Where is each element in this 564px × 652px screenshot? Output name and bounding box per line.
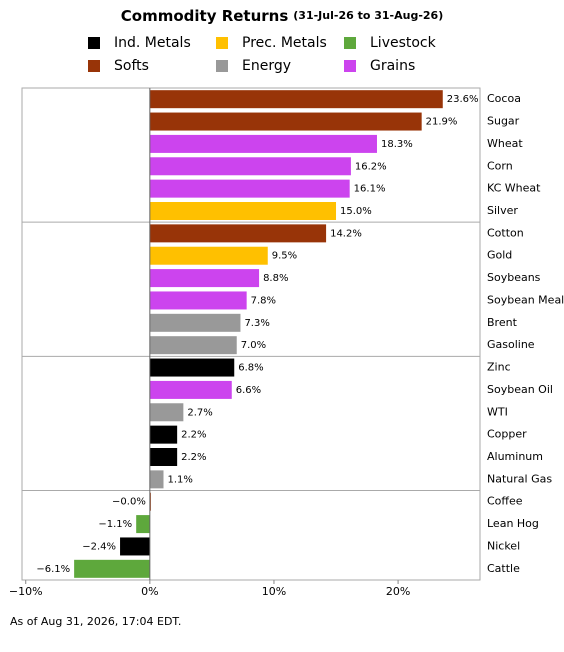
value-label: 7.0% — [241, 340, 266, 351]
bar — [149, 291, 247, 310]
bar — [149, 246, 268, 265]
value-label: 9.5% — [272, 251, 297, 262]
category-label: Brent — [487, 316, 518, 329]
x-tick-label: −10% — [9, 585, 43, 598]
bar — [149, 224, 327, 243]
legend-swatch — [344, 60, 356, 72]
category-label: KC Wheat — [487, 182, 541, 195]
category-label: Silver — [487, 204, 518, 217]
legend-label: Grains — [370, 58, 415, 74]
bar — [149, 202, 337, 220]
legend-label: Ind. Metals — [114, 35, 191, 51]
category-label: Corn — [487, 159, 513, 172]
category-label: Aluminum — [487, 450, 543, 463]
x-tick-label: 20% — [386, 585, 410, 598]
legend-label: Livestock — [370, 35, 437, 51]
bar — [149, 179, 350, 198]
value-label: 18.3% — [381, 139, 413, 150]
bar — [149, 90, 443, 109]
value-label: 23.6% — [447, 94, 479, 105]
subtitle: (31-Jul-26 to 31-Aug-26) — [293, 9, 443, 22]
legend-label: Energy — [242, 58, 291, 74]
bar — [136, 515, 150, 534]
value-label: 16.2% — [355, 161, 387, 172]
value-label: 14.2% — [330, 228, 362, 239]
value-label: 7.3% — [244, 318, 269, 329]
bar — [149, 134, 377, 153]
value-label: 21.9% — [426, 117, 458, 128]
category-label: Natural Gas — [487, 472, 552, 485]
category-label: Soybean Oil — [487, 383, 553, 396]
value-label: 2.2% — [181, 452, 206, 463]
bar — [149, 112, 422, 131]
value-label: −0.0% — [112, 497, 146, 508]
x-tick-label: 0% — [141, 585, 158, 598]
value-label: 1.1% — [167, 474, 192, 485]
category-label: Lean Hog — [487, 517, 539, 530]
category-label: Cocoa — [487, 92, 521, 105]
category-label: WTI — [487, 405, 508, 418]
category-label: Cotton — [487, 226, 524, 239]
category-label: Soybean Meal — [487, 293, 564, 306]
value-label: 6.6% — [236, 385, 261, 396]
footnote: As of Aug 31, 2026, 17:04 EDT. — [10, 615, 181, 628]
bar — [149, 157, 351, 176]
value-label: 2.7% — [187, 407, 212, 418]
bar — [149, 336, 237, 355]
legend-label: Softs — [114, 58, 149, 74]
legend-swatch — [216, 60, 228, 72]
bar — [74, 559, 150, 578]
category-label: Soybeans — [487, 271, 541, 284]
chart-title: Commodity Returns (31-Jul-26 to 31-Aug-26… — [121, 7, 443, 25]
category-label: Copper — [487, 428, 527, 441]
category-label: Cattle — [487, 562, 520, 575]
bar — [149, 313, 241, 332]
category-label: Sugar — [487, 115, 520, 128]
bar — [149, 269, 260, 288]
legend-label: Prec. Metals — [242, 35, 327, 51]
legend-swatch — [216, 37, 228, 49]
category-label: Coffee — [487, 495, 523, 508]
legend-swatch — [88, 60, 100, 72]
value-label: 15.0% — [340, 206, 372, 217]
value-label: 6.8% — [238, 363, 263, 374]
category-label: Gasoline — [487, 338, 535, 351]
x-tick-label: 10% — [262, 585, 286, 598]
value-label: 8.8% — [263, 273, 288, 284]
legend-swatch — [88, 37, 100, 49]
value-label: 16.1% — [354, 184, 386, 195]
bar — [149, 470, 164, 489]
bar — [120, 537, 150, 556]
value-label: 7.8% — [251, 295, 276, 306]
category-label: Zinc — [487, 361, 511, 374]
value-label: 2.2% — [181, 430, 206, 441]
plot-frame — [21, 87, 481, 581]
title: Commodity Returns — [121, 7, 289, 25]
bar — [149, 380, 232, 399]
bar — [149, 448, 178, 466]
value-label: −6.1% — [36, 564, 70, 575]
category-label: Wheat — [487, 137, 523, 150]
bar — [149, 358, 235, 377]
bar — [149, 425, 178, 444]
category-label: Nickel — [487, 539, 520, 552]
value-label: −1.1% — [98, 519, 132, 530]
value-label: −2.4% — [82, 541, 116, 552]
bar — [149, 403, 184, 422]
category-label: Gold — [487, 249, 512, 262]
legend-swatch — [344, 37, 356, 49]
